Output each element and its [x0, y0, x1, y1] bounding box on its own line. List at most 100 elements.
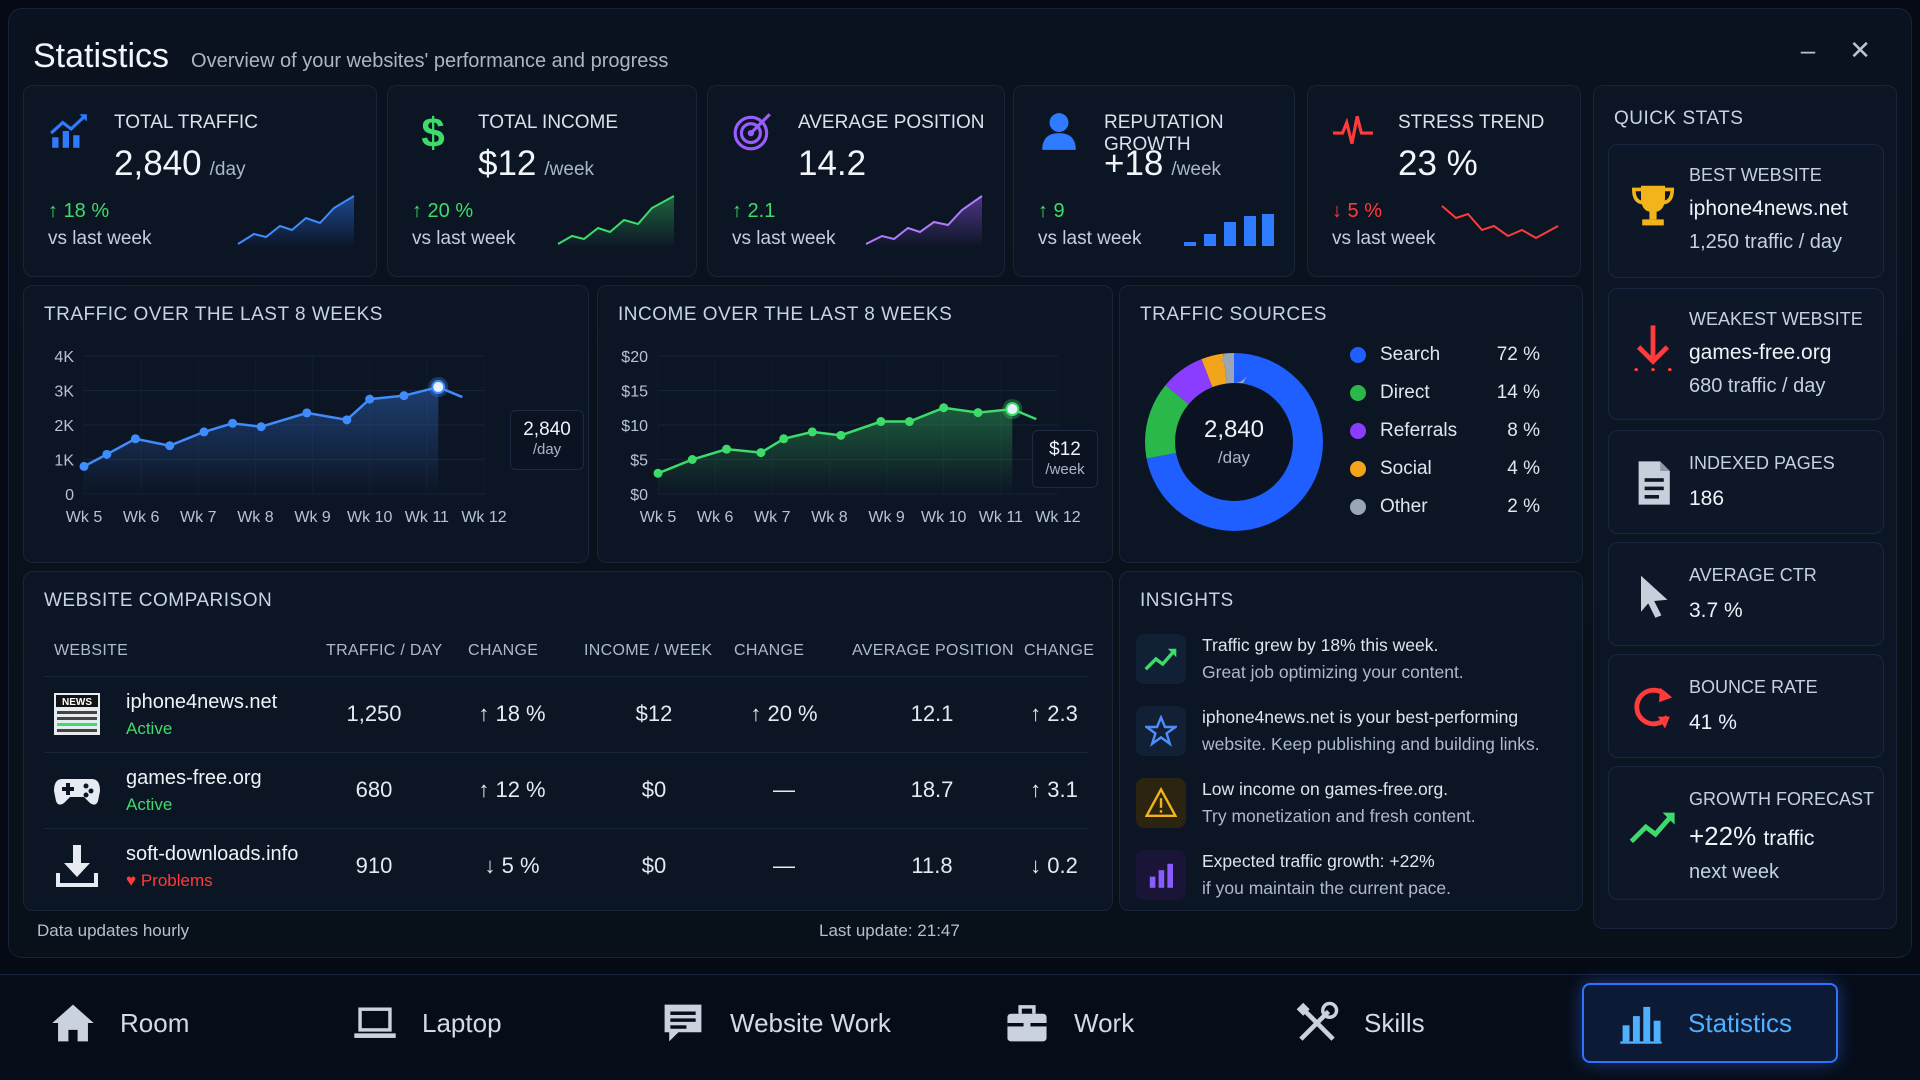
data-point [904, 417, 914, 427]
x-tick-label: Wk 12 [461, 509, 506, 526]
qs-average-ctr[interactable]: AVERAGE CTR 3.7 % [1608, 542, 1884, 646]
data-point [165, 441, 175, 451]
qs-growth-forecast[interactable]: GROWTH FORECAST +22% traffic next week [1608, 766, 1884, 900]
data-point [807, 427, 817, 437]
kpi-label: TOTAL TRAFFIC [114, 112, 258, 133]
user-icon [1042, 113, 1076, 150]
table-row[interactable]: games-free.org Active 680 ↑ 12 % $0 — 18… [44, 752, 1088, 826]
donut-center: 2,840 /day [1203, 416, 1265, 467]
home-icon [52, 1004, 94, 1042]
qs-best-website[interactable]: BEST WEBSITE iphone4news.net 1,250 traff… [1608, 144, 1884, 278]
kpi-vs: vs last week [412, 228, 516, 249]
x-tick-label: Wk 9 [294, 509, 331, 526]
website-comparison-card: WEBSITE COMPARISON WEBSITE TRAFFIC / DAY… [23, 571, 1113, 911]
cell-income: $0 [641, 777, 667, 802]
qs-bounce-rate[interactable]: BOUNCE RATE 41 % [1608, 654, 1884, 758]
qs-indexed-pages[interactable]: INDEXED PAGES 186 [1608, 430, 1884, 534]
nav-laptop[interactable]: Laptop [352, 983, 502, 1063]
cell-traffic: 910 [355, 853, 393, 878]
statistics-window: Statistics Overview of your websites' pe… [8, 8, 1912, 958]
table-row[interactable]: NEWS iphone4news.net Active 1,250 ↑ 18 %… [44, 676, 1088, 750]
kpi-delta: ↓ 5 % [1332, 200, 1383, 222]
col-website: WEBSITE [54, 642, 129, 659]
traffic-tooltip: 2,840 /day [510, 410, 584, 470]
qs-value: 3.7 % [1689, 599, 1743, 622]
col-income-change: CHANGE [734, 642, 805, 659]
cursor-icon [1641, 575, 1668, 618]
col-position: AVERAGE POSITION [852, 642, 1014, 659]
data-point [687, 455, 697, 464]
x-tick-label: Wk 10 [347, 509, 392, 526]
kpi-total-income: $ TOTAL INCOME $12/week ↑ 20 % vs last w… [387, 85, 697, 277]
table-row[interactable]: soft-downloads.info ♥ Problems 910 ↓ 5 %… [44, 828, 1088, 902]
cell-income: $12 [635, 701, 673, 726]
qs-value: 186 [1689, 487, 1725, 510]
kpi-value: +18/week [1104, 144, 1222, 183]
insight-item: Expected traffic growth: +22% if you main… [1136, 846, 1576, 908]
kpi-sparkline [865, 195, 983, 248]
minimize-button[interactable]: – [1800, 35, 1816, 65]
col-traffic-change: CHANGE [468, 642, 539, 659]
traffic-line-chart: 4K 3K 2K 1K 0 Wk 5 Wk 6 Wk 7 Wk 8 Wk 9 Wk 10 Wk 11 W… [54, 349, 506, 526]
donut-slice-other [1145, 353, 1323, 531]
legend-direct: Direct 14 % [1350, 382, 1540, 404]
kpi-value: 2,840/day [114, 144, 246, 183]
nav-skills[interactable]: Skills [1294, 983, 1425, 1063]
cell-income-change: ↑ 20 % [750, 701, 818, 726]
qs-value: games-free.org [1689, 341, 1832, 364]
page-subtitle: Overview of your websites' performance a… [191, 50, 669, 72]
site-name[interactable]: games-free.org [126, 767, 262, 789]
qs-label: BEST WEBSITE [1689, 165, 1822, 185]
nav-work[interactable]: Work [1004, 983, 1134, 1063]
data-point [779, 434, 789, 444]
col-traffic: TRAFFIC / DAY [326, 642, 443, 659]
data-point [302, 408, 312, 418]
kpi-value: $12/week [478, 144, 595, 183]
nav-statistics[interactable]: Statistics [1582, 983, 1838, 1063]
cell-traffic-change: ↑ 18 % [478, 701, 546, 726]
x-tick-label: Wk 11 [405, 509, 449, 526]
kpi-stress-trend: STRESS TREND 23 % ↓ 5 % vs last week [1307, 85, 1581, 277]
cell-traffic: 680 [355, 777, 393, 802]
briefcase-icon [1007, 1005, 1047, 1042]
insight-item: Low income on games-free.org. Try monetiz… [1136, 774, 1576, 836]
kpi-sparkline [237, 195, 355, 248]
site-name[interactable]: soft-downloads.info [126, 843, 299, 865]
close-button[interactable]: ✕ [1849, 35, 1871, 65]
traffic-sources-card: TRAFFIC SOURCES 2,840 /day Search 72 % Di… [1119, 285, 1583, 563]
nav-room[interactable]: Room [50, 983, 189, 1063]
dollar-icon: $ [421, 110, 444, 152]
cell-position-change: ↑ 3.1 [1030, 777, 1078, 802]
qs-weakest-website[interactable]: WEAKEST WEBSITE games-free.org 680 traff… [1608, 288, 1884, 420]
quick-stats-title: QUICK STATS [1614, 108, 1744, 129]
col-income: INCOME / WEEK [584, 642, 713, 659]
y-tick-label: 2K [54, 418, 74, 435]
svg-text:$: $ [421, 110, 444, 152]
x-tick-label: Wk 8 [811, 509, 848, 526]
site-status: Active [126, 719, 173, 738]
nav-website-work[interactable]: Website Work [660, 983, 891, 1063]
data-point [199, 427, 209, 437]
chart-title: TRAFFIC SOURCES [1140, 304, 1327, 325]
trophy-icon [1631, 185, 1675, 226]
legend-search: Search 72 % [1350, 344, 1540, 366]
chart-title: INCOME OVER THE LAST 8 WEEKS [618, 304, 953, 325]
kpi-vs: vs last week [1332, 228, 1436, 249]
y-tick-label: $10 [621, 418, 648, 435]
legend-social: Social 4 % [1350, 458, 1540, 480]
x-tick-label: Wk 6 [697, 509, 734, 526]
kpi-average-position: AVERAGE POSITION 14.2 ↑ 2.1 vs last week [707, 85, 1005, 277]
y-tick-label: 0 [65, 487, 74, 504]
chart-title: TRAFFIC OVER THE LAST 8 WEEKS [44, 304, 383, 325]
site-status: ♥ Problems [126, 871, 213, 890]
cell-traffic-change: ↓ 5 % [484, 853, 540, 878]
qs-sub: 1,250 traffic / day [1689, 231, 1843, 253]
target-icon [733, 113, 771, 151]
kpi-sparkline [1441, 205, 1559, 240]
site-name[interactable]: iphone4news.net [126, 691, 278, 713]
refresh-icon [1634, 687, 1673, 729]
y-tick-label: $5 [630, 453, 648, 470]
data-point [365, 394, 375, 404]
qs-sub: next week [1689, 861, 1780, 883]
data-point [228, 418, 238, 428]
